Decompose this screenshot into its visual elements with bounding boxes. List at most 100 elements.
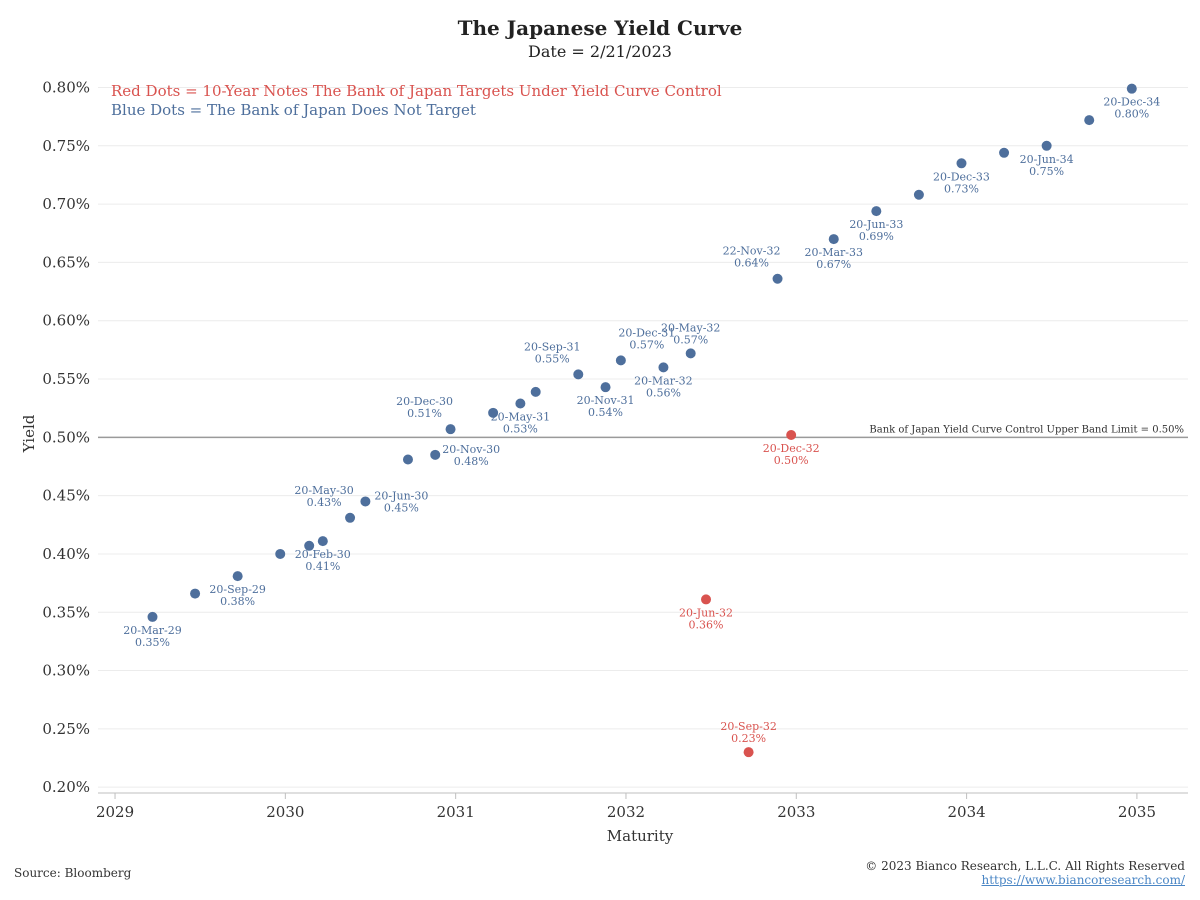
point-value-label: 0.50% — [774, 454, 809, 467]
point-value-label: 0.43% — [307, 496, 342, 509]
y-tick-label: 0.35% — [42, 603, 90, 621]
point-date-label: 20-Mar-32 — [634, 374, 693, 387]
data-point — [743, 747, 754, 758]
point-value-label: 0.69% — [859, 230, 894, 243]
x-tick-label: 2034 — [948, 803, 986, 821]
data-point — [828, 234, 839, 245]
point-date-label: 20-Sep-32 — [720, 720, 777, 733]
y-tick-label: 0.50% — [42, 428, 90, 446]
chart-title: The Japanese Yield Curve — [457, 16, 743, 40]
data-point — [345, 512, 356, 523]
point-date-label: 20-Dec-30 — [396, 395, 453, 408]
legend-entry: Blue Dots = The Bank of Japan Does Not T… — [111, 101, 476, 119]
point-date-label: 20-May-32 — [661, 321, 720, 334]
point-date-label: 20-Sep-31 — [524, 340, 581, 353]
y-axis-title: Yield — [20, 414, 38, 453]
point-date-label: 20-Feb-30 — [295, 548, 351, 561]
point-date-label: 20-Jun-34 — [1020, 153, 1074, 166]
website-link[interactable]: https://www.biancoresearch.com/ — [981, 873, 1185, 887]
y-tick-label: 0.60% — [42, 312, 90, 330]
y-tick-label: 0.30% — [42, 662, 90, 680]
x-tick-label: 2035 — [1118, 803, 1156, 821]
points-layer — [147, 83, 1137, 758]
y-tick-label: 0.65% — [42, 253, 90, 271]
data-point — [360, 496, 371, 507]
data-point — [772, 273, 783, 284]
data-point — [488, 407, 499, 418]
point-value-label: 0.57% — [629, 338, 664, 351]
data-point — [956, 158, 967, 169]
y-tick-label: 0.75% — [42, 137, 90, 155]
x-tick-label: 2032 — [607, 803, 645, 821]
point-value-label: 0.48% — [454, 455, 489, 468]
data-point — [402, 454, 413, 465]
point-value-label: 0.23% — [731, 732, 766, 745]
data-point — [190, 588, 201, 599]
x-tick-label: 2029 — [96, 803, 134, 821]
point-labels-layer: 20-Mar-290.35%20-Sep-290.38%20-Feb-300.4… — [123, 96, 1160, 746]
point-value-label: 0.55% — [535, 352, 570, 365]
point-value-label: 0.35% — [135, 636, 170, 649]
data-point — [658, 362, 669, 373]
data-point — [445, 424, 456, 435]
axis-layer: 0.20% 0.25% 0.30% 0.35% 0.40% 0.45% 0.50% 0.55%… — [20, 78, 1188, 845]
y-tick-label: 0.25% — [42, 720, 90, 738]
point-value-label: 0.41% — [305, 560, 340, 573]
x-tick-label: 2030 — [266, 803, 304, 821]
data-point — [600, 382, 611, 393]
upper-band-limit-label: Bank of Japan Yield Curve Control Upper … — [869, 424, 1184, 435]
data-point — [317, 536, 328, 547]
data-point — [786, 429, 797, 440]
point-value-label: 0.53% — [503, 423, 538, 436]
data-point — [871, 206, 882, 217]
data-point — [685, 348, 696, 359]
y-tick-label: 0.70% — [42, 195, 90, 213]
legend-layer: Red Dots = 10-Year Notes The Bank of Jap… — [111, 82, 722, 119]
point-value-label: 0.45% — [384, 501, 419, 514]
point-date-label: 22-Nov-32 — [723, 245, 781, 258]
y-tick-label: 0.20% — [42, 778, 90, 796]
point-date-label: 20-Jun-32 — [679, 606, 733, 619]
point-date-label: 20-Jun-30 — [374, 489, 428, 502]
point-value-label: 0.67% — [816, 258, 851, 271]
point-value-label: 0.73% — [944, 182, 979, 195]
x-tick-label: 2033 — [777, 803, 815, 821]
point-value-label: 0.64% — [734, 257, 769, 270]
chart-subtitle: Date = 2/21/2023 — [528, 42, 672, 61]
legend-entry: Red Dots = 10-Year Notes The Bank of Jap… — [111, 82, 722, 100]
source-note: Source: Bloomberg — [14, 866, 132, 880]
reference-line-layer: Bank of Japan Yield Curve Control Upper … — [98, 424, 1188, 439]
y-tick-label: 0.45% — [42, 487, 90, 505]
data-point — [304, 540, 315, 551]
point-date-label: 20-Nov-31 — [577, 394, 635, 407]
data-point — [913, 189, 924, 200]
data-point — [530, 386, 541, 397]
x-axis-title: Maturity — [607, 827, 674, 845]
point-value-label: 0.54% — [588, 406, 623, 419]
point-date-label: 20-Mar-29 — [123, 624, 182, 637]
y-tick-label: 0.40% — [42, 545, 90, 563]
point-date-label: 20-Sep-29 — [209, 583, 266, 596]
point-value-label: 0.80% — [1114, 108, 1149, 121]
data-point — [275, 548, 286, 559]
data-point — [701, 594, 712, 605]
data-point — [615, 355, 626, 366]
data-point — [1126, 83, 1137, 94]
point-value-label: 0.38% — [220, 595, 255, 608]
point-value-label: 0.36% — [689, 618, 724, 631]
data-point — [515, 398, 526, 409]
point-date-label: 20-Mar-33 — [804, 246, 863, 259]
point-value-label: 0.75% — [1029, 165, 1064, 178]
point-date-label: 20-May-30 — [294, 484, 353, 497]
point-date-label: 20-Dec-33 — [933, 170, 990, 183]
data-point — [232, 571, 243, 582]
data-point — [147, 611, 158, 622]
point-value-label: 0.56% — [646, 386, 681, 399]
x-tick-label: 2031 — [437, 803, 475, 821]
point-date-label: 20-Jun-33 — [849, 218, 903, 231]
y-tick-label: 0.55% — [42, 370, 90, 388]
point-date-label: 20-Nov-30 — [442, 443, 500, 456]
point-value-label: 0.51% — [407, 407, 442, 420]
data-point — [573, 369, 584, 380]
